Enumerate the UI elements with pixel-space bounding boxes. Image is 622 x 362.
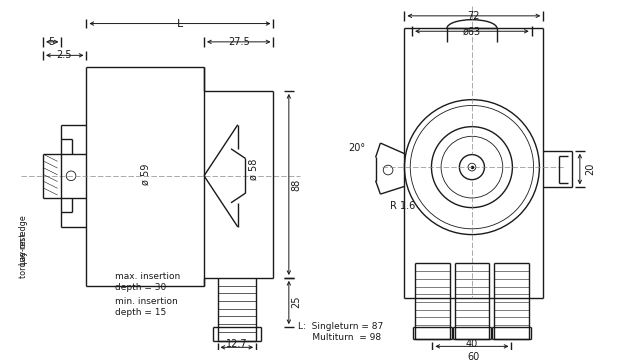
Text: Lay-on edge: Lay-on edge — [19, 215, 29, 265]
Text: L: L — [177, 18, 183, 29]
Text: depth = 30: depth = 30 — [116, 283, 167, 292]
Text: min. insertion: min. insertion — [116, 296, 178, 306]
Text: ø63: ø63 — [463, 26, 481, 36]
Text: max. insertion: max. insertion — [116, 272, 180, 281]
Text: R 1.6: R 1.6 — [390, 201, 415, 211]
Text: 20°: 20° — [348, 143, 365, 153]
Text: 5: 5 — [49, 37, 55, 47]
Text: 2.5: 2.5 — [57, 50, 72, 60]
Text: 25: 25 — [292, 296, 302, 308]
Text: 27.5: 27.5 — [228, 37, 249, 47]
Text: Multiturn  = 98: Multiturn = 98 — [299, 333, 382, 342]
Text: ø 58: ø 58 — [249, 158, 259, 180]
Text: 40: 40 — [466, 340, 478, 349]
Text: 60: 60 — [468, 352, 480, 362]
Text: ø 59: ø 59 — [140, 163, 151, 185]
Text: 12.7: 12.7 — [226, 340, 248, 349]
Text: depth = 15: depth = 15 — [116, 308, 167, 317]
Text: 88: 88 — [292, 178, 302, 191]
Text: 20: 20 — [585, 163, 595, 175]
Text: L:  Singleturn = 87: L: Singleturn = 87 — [299, 321, 384, 331]
Text: 72: 72 — [468, 11, 480, 21]
Text: torque rest: torque rest — [19, 233, 29, 278]
